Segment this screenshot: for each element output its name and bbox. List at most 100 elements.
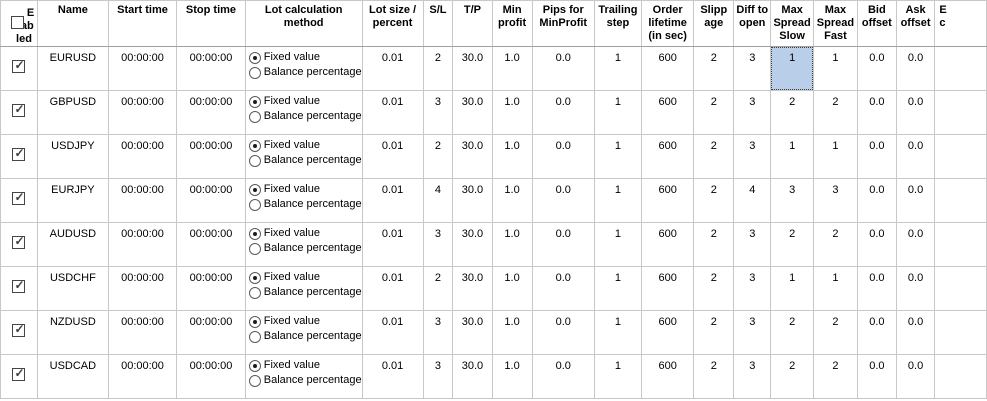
cell-trailing_step[interactable]: 1: [593, 310, 642, 355]
cell-max_spread_slow[interactable]: 1: [770, 266, 814, 311]
cell-start_time[interactable]: 00:00:00: [107, 222, 178, 267]
cell-bid_offset[interactable]: 0.0: [857, 222, 897, 267]
cell-min_profit[interactable]: 1.0: [491, 90, 533, 135]
cell-tp[interactable]: 30.0: [452, 222, 493, 267]
cell-trailing_step[interactable]: 1: [593, 266, 642, 311]
cell-trailing_step[interactable]: 1: [593, 46, 642, 91]
enabled-checkbox[interactable]: [12, 103, 26, 117]
radio-fixed-value[interactable]: Fixed value: [248, 138, 361, 153]
cell-lot_size[interactable]: 0.01: [361, 310, 424, 355]
cell-bid_offset[interactable]: 0.0: [857, 354, 897, 399]
cell-ask_offset[interactable]: 0.0: [895, 178, 936, 223]
cell-max_spread_slow[interactable]: 2: [770, 310, 814, 355]
cell-lot_size[interactable]: 0.01: [361, 222, 424, 267]
enabled-checkbox[interactable]: [12, 367, 26, 381]
cell-ask_offset[interactable]: 0.0: [895, 354, 936, 399]
cell-max_spread_fast[interactable]: 2: [812, 90, 859, 135]
enabled-checkbox[interactable]: [12, 59, 26, 73]
cell-tp[interactable]: 30.0: [452, 354, 493, 399]
radio-fixed-value[interactable]: Fixed value: [248, 314, 361, 329]
cell-start_time[interactable]: 00:00:00: [107, 310, 178, 355]
cell-order_lifetime[interactable]: 600: [640, 310, 695, 355]
cell-pips_minprofit[interactable]: 0.0: [531, 354, 595, 399]
cell-name[interactable]: EURJPY: [36, 178, 109, 223]
cell-sl[interactable]: 3: [422, 310, 454, 355]
cell-lot_size[interactable]: 0.01: [361, 266, 424, 311]
cell-ask_offset[interactable]: 0.0: [895, 90, 936, 135]
cell-max_spread_slow[interactable]: 3: [770, 178, 814, 223]
radio-fixed-value[interactable]: Fixed value: [248, 270, 361, 285]
cell-bid_offset[interactable]: 0.0: [857, 90, 897, 135]
cell-lot_size[interactable]: 0.01: [361, 134, 424, 179]
cell-max_spread_fast[interactable]: 1: [812, 134, 859, 179]
cell-stop_time[interactable]: 00:00:00: [176, 310, 246, 355]
cell-pips_minprofit[interactable]: 0.0: [531, 46, 595, 91]
cell-sl[interactable]: 3: [422, 222, 454, 267]
cell-pips_minprofit[interactable]: 0.0: [531, 222, 595, 267]
radio-fixed-value[interactable]: Fixed value: [248, 182, 361, 197]
cell-trailing_step[interactable]: 1: [593, 222, 642, 267]
cell-min_profit[interactable]: 1.0: [491, 354, 533, 399]
cell-slippage[interactable]: 2: [693, 266, 735, 311]
cell-diff_to_open[interactable]: 3: [733, 222, 772, 267]
cell-sl[interactable]: 2: [422, 134, 454, 179]
cell-tp[interactable]: 30.0: [452, 310, 493, 355]
cell-lot_size[interactable]: 0.01: [361, 90, 424, 135]
cell-stop_time[interactable]: 00:00:00: [176, 46, 246, 91]
cell-order_lifetime[interactable]: 600: [640, 46, 695, 91]
cell-stop_time[interactable]: 00:00:00: [176, 134, 246, 179]
cell-max_spread_fast[interactable]: 2: [812, 222, 859, 267]
cell-name[interactable]: EURUSD: [36, 46, 109, 91]
cell-diff_to_open[interactable]: 4: [733, 178, 772, 223]
cell-diff_to_open[interactable]: 3: [733, 90, 772, 135]
cell-max_spread_fast[interactable]: 2: [812, 310, 859, 355]
cell-diff_to_open[interactable]: 3: [733, 134, 772, 179]
cell-order_lifetime[interactable]: 600: [640, 266, 695, 311]
cell-max_spread_fast[interactable]: 1: [812, 46, 859, 91]
cell-lot_size[interactable]: 0.01: [361, 354, 424, 399]
cell-start_time[interactable]: 00:00:00: [107, 90, 178, 135]
cell-start_time[interactable]: 00:00:00: [107, 134, 178, 179]
cell-name[interactable]: USDJPY: [36, 134, 109, 179]
cell-order_lifetime[interactable]: 600: [640, 134, 695, 179]
cell-min_profit[interactable]: 1.0: [491, 266, 533, 311]
cell-slippage[interactable]: 2: [693, 46, 735, 91]
cell-pips_minprofit[interactable]: 0.0: [531, 266, 595, 311]
enabled-checkbox[interactable]: [12, 191, 26, 205]
cell-name[interactable]: USDCHF: [36, 266, 109, 311]
radio-balance-percentage[interactable]: Balance percentage: [248, 241, 361, 256]
enabled-checkbox[interactable]: [12, 235, 26, 249]
cell-tp[interactable]: 30.0: [452, 134, 493, 179]
cell-slippage[interactable]: 2: [693, 90, 735, 135]
cell-name[interactable]: NZDUSD: [36, 310, 109, 355]
cell-name[interactable]: USDCAD: [36, 354, 109, 399]
enabled-checkbox[interactable]: [12, 323, 26, 337]
cell-ask_offset[interactable]: 0.0: [895, 222, 936, 267]
radio-fixed-value[interactable]: Fixed value: [248, 94, 361, 109]
enabled-checkbox[interactable]: [12, 147, 26, 161]
cell-trailing_step[interactable]: 1: [593, 178, 642, 223]
cell-min_profit[interactable]: 1.0: [491, 134, 533, 179]
cell-stop_time[interactable]: 00:00:00: [176, 222, 246, 267]
cell-diff_to_open[interactable]: 3: [733, 310, 772, 355]
cell-sl[interactable]: 4: [422, 178, 454, 223]
selected-cell-max_spread_slow[interactable]: 1: [770, 46, 814, 91]
cell-min_profit[interactable]: 1.0: [491, 310, 533, 355]
cell-slippage[interactable]: 2: [693, 222, 735, 267]
cell-ask_offset[interactable]: 0.0: [895, 310, 936, 355]
cell-start_time[interactable]: 00:00:00: [107, 46, 178, 91]
cell-diff_to_open[interactable]: 3: [733, 354, 772, 399]
cell-sl[interactable]: 2: [422, 266, 454, 311]
cell-slippage[interactable]: 2: [693, 354, 735, 399]
cell-pips_minprofit[interactable]: 0.0: [531, 90, 595, 135]
cell-bid_offset[interactable]: 0.0: [857, 46, 897, 91]
cell-start_time[interactable]: 00:00:00: [107, 178, 178, 223]
cell-min_profit[interactable]: 1.0: [491, 46, 533, 91]
cell-pips_minprofit[interactable]: 0.0: [531, 178, 595, 223]
cell-sl[interactable]: 3: [422, 90, 454, 135]
radio-balance-percentage[interactable]: Balance percentage: [248, 109, 361, 124]
cell-tp[interactable]: 30.0: [452, 266, 493, 311]
cell-slippage[interactable]: 2: [693, 178, 735, 223]
cell-lot_size[interactable]: 0.01: [361, 46, 424, 91]
cell-trailing_step[interactable]: 1: [593, 354, 642, 399]
